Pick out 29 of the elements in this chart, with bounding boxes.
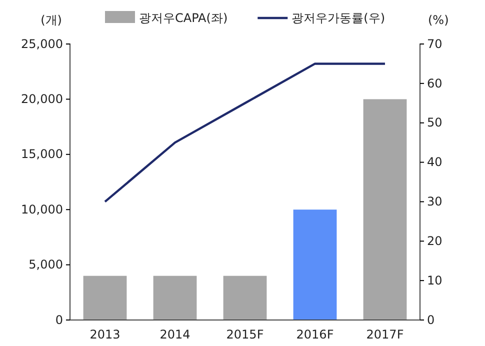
y-tick-label: 20,000: [21, 92, 63, 106]
y2-tick-label: 30: [427, 194, 442, 209]
x-tick-label: 2015F: [226, 328, 264, 342]
bar: [223, 276, 267, 320]
bar: [153, 276, 197, 320]
y2-tick-label: 50: [427, 116, 442, 130]
y-axis-title: (개): [40, 13, 62, 27]
legend-label: 광저우가동률(우): [292, 11, 386, 25]
y-tick-label: 25,000: [21, 36, 63, 51]
legend-label: 광저우CAPA(좌): [138, 11, 228, 25]
y2-tick-label: 40: [427, 155, 442, 170]
y-tick-label: 10,000: [21, 202, 63, 216]
y2-tick-label: 10: [427, 273, 442, 288]
x-tick-label: 2016F: [296, 328, 334, 342]
y2-tick-label: 20: [427, 234, 442, 248]
y-tick-label: 15,000: [21, 147, 63, 162]
bar: [83, 276, 127, 320]
y2-tick-label: 0: [427, 312, 435, 327]
x-tick-label: 2014: [160, 328, 190, 342]
y2-tick-label: 70: [427, 36, 442, 51]
y2-tick-label: 60: [427, 76, 442, 90]
bar: [293, 210, 337, 320]
y-tick-label: 5,000: [28, 258, 63, 272]
bar: [363, 99, 407, 320]
y2-axis-title: (%): [428, 13, 449, 27]
x-tick-label: 2017F: [366, 328, 404, 342]
x-tick-label: 2013: [90, 328, 120, 342]
line-series: [104, 62, 386, 203]
y-tick-label: 0: [55, 312, 63, 327]
